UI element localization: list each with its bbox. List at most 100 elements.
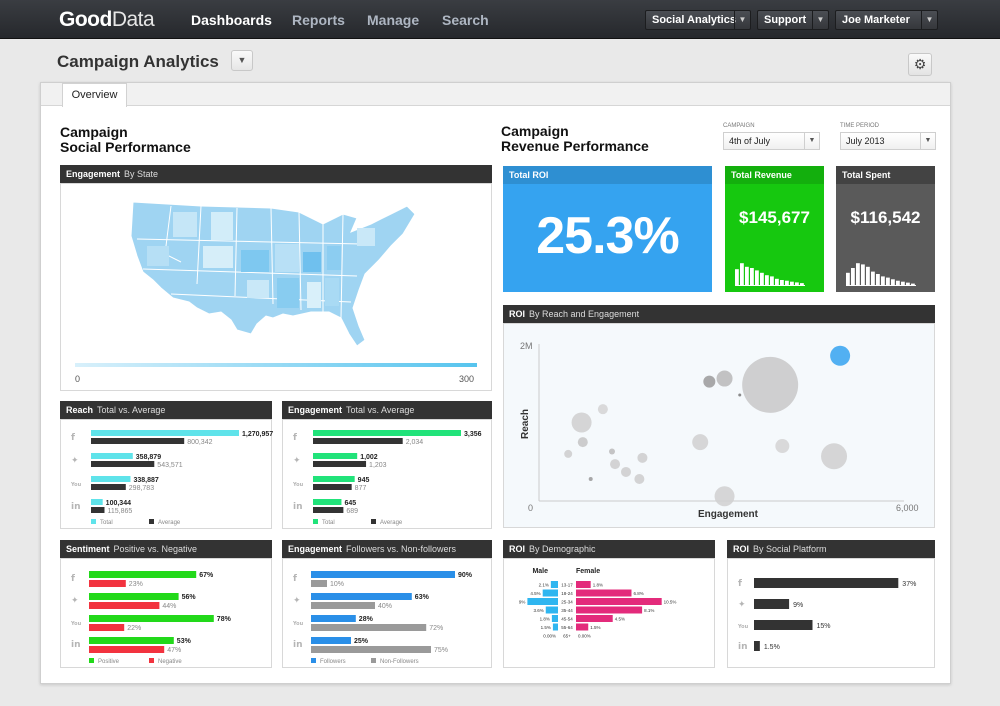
- demographic-male-value: 1.8%: [540, 617, 550, 622]
- twitter-icon: ✦: [71, 456, 79, 466]
- demographic-age-label: 13-17: [561, 583, 573, 588]
- scatter-point: [692, 434, 709, 451]
- campaign-filter[interactable]: 4th of July ▼: [723, 132, 820, 150]
- legend-label-average: Average: [380, 520, 403, 526]
- platform-bar-label: 9%: [793, 602, 803, 609]
- scatter-widget: 2M 0 6,000 Engagement Reach: [503, 323, 935, 528]
- scatter-y-tick: 2M: [520, 341, 533, 351]
- nav-reports[interactable]: Reports: [292, 12, 345, 28]
- scatter-x-tick-max: 6,000: [896, 503, 919, 513]
- bar-a: [89, 637, 174, 644]
- nav-search[interactable]: Search: [442, 12, 489, 28]
- kpi-roi-title: Total ROI: [503, 166, 712, 184]
- youtube-icon: You: [292, 621, 304, 627]
- support-menu[interactable]: Support ▼: [757, 10, 829, 30]
- sparkline-bar: [901, 281, 905, 286]
- user-menu[interactable]: Joe Marketer ▼: [835, 10, 938, 30]
- state-borders: [136, 205, 362, 319]
- demographic-female-value: 10.5%: [664, 600, 677, 605]
- kpi-total-spent[interactable]: Total Spent $116,542: [836, 166, 935, 292]
- bar-average: [91, 461, 155, 467]
- demographic-female-bar: [576, 623, 589, 631]
- scatter-point: [738, 393, 742, 397]
- facebook-icon: f: [293, 574, 297, 584]
- bar-total-label: 1,002: [360, 454, 378, 461]
- bar-average: [91, 484, 126, 490]
- facebook-icon: f: [738, 579, 742, 589]
- engagement-followers-header-subtitle: Followers vs. Non-followers: [346, 544, 457, 554]
- platform-widget: f 37% ✦ 9% You 15% in 1.5%: [727, 558, 935, 668]
- demographic-female-value: 6.8%: [633, 591, 643, 596]
- twitter-icon: ✦: [293, 596, 301, 606]
- demographic-female-bar: [576, 615, 613, 622]
- legend-swatch-a: [89, 658, 94, 663]
- chevron-down-icon: ▼: [804, 133, 819, 149]
- engagement-avg-header-title: Engagement: [288, 405, 343, 415]
- legend-swatch-average: [371, 519, 376, 524]
- demographic-chart: Male Female 2.1% 13-17 1.8% 4.5% 18-24 6.8% 9% 25…: [519, 568, 677, 639]
- platform-bar: [754, 578, 899, 588]
- bar-average-label: 2,034: [406, 439, 424, 446]
- kpi-total-revenue[interactable]: Total Revenue $145,677: [725, 166, 824, 292]
- platform-header-title: ROI: [733, 544, 750, 554]
- bar-average-label: 800,342: [187, 439, 212, 446]
- bar-average: [91, 438, 185, 444]
- project-menu-label: Social Analytics: [652, 14, 736, 26]
- demographic-female-bar: [576, 606, 643, 614]
- scatter-plot: 2M 0 6,000 Engagement Reach: [520, 341, 919, 520]
- bar-a: [89, 571, 197, 578]
- kpi-total-roi[interactable]: Total ROI 25.3%: [503, 166, 712, 292]
- nav-dashboards[interactable]: Dashboards: [191, 12, 272, 28]
- demographic-male-value: 4.5%: [530, 591, 540, 596]
- settings-button[interactable]: ⚙: [908, 53, 932, 76]
- demographic-male-value: 1.5%: [541, 625, 551, 630]
- bar-a-label: 25%: [354, 638, 369, 645]
- twitter-icon: ✦: [71, 596, 79, 606]
- platform-bar: [754, 620, 813, 630]
- demographic-male-bar: [545, 606, 558, 614]
- demographic-male-bar: [552, 623, 558, 631]
- demographic-age-label: 25-34: [561, 600, 573, 605]
- social-title-line2: Social Performance: [60, 139, 191, 155]
- sparkline-bar: [896, 280, 900, 286]
- period-filter[interactable]: July 2013 ▼: [840, 132, 936, 150]
- platform-bar: [754, 641, 760, 651]
- scatter-point: [742, 356, 799, 413]
- user-menu-label: Joe Marketer: [842, 14, 910, 26]
- sparkline-bar: [851, 268, 855, 286]
- scatter-point: [609, 448, 615, 455]
- sparkline-bar: [750, 268, 754, 286]
- nav-manage[interactable]: Manage: [367, 12, 420, 28]
- dashboard-menu-button[interactable]: ▼: [231, 50, 253, 71]
- reach-header-title: Reach: [66, 405, 94, 415]
- period-filter-value: July 2013: [846, 136, 885, 146]
- scatter-point: [571, 412, 592, 433]
- gear-icon: ⚙: [913, 56, 927, 72]
- sparkline-bar: [790, 281, 794, 286]
- bar-b: [89, 602, 160, 609]
- platform-chart: f 37% ✦ 9% You 15% in 1.5%: [737, 578, 916, 652]
- tab-overview[interactable]: Overview: [62, 83, 127, 107]
- project-menu[interactable]: Social Analytics ▼: [645, 10, 751, 30]
- legend-swatch-total: [91, 519, 96, 524]
- scatter-x-label: Engagement: [698, 509, 759, 520]
- demographic-female-value: 1.5%: [590, 625, 600, 630]
- sparkline-bar: [785, 280, 789, 286]
- kpi-revenue-value: $145,677: [739, 208, 810, 227]
- demographic-male-label: Male: [532, 568, 548, 575]
- scatter-point: [775, 439, 790, 454]
- campaign-filter-value: 4th of July: [729, 136, 771, 146]
- legend-swatch-average: [149, 519, 154, 524]
- demographic-age-label: 55-64: [561, 625, 573, 630]
- demographic-header: ROI By Demographic: [503, 540, 715, 558]
- reach-widget: f 1,270,957 800,342 ✦ 358,879 543,571 You 338,8…: [60, 419, 273, 529]
- legend-label-b: Negative: [158, 659, 182, 665]
- logo[interactable]: GoodData: [59, 8, 155, 32]
- scatter-point: [634, 474, 645, 485]
- bar-average-label: 543,571: [157, 462, 182, 469]
- kpi-roi-value: 25.3%: [536, 207, 679, 265]
- legend-label-total: Total: [100, 520, 113, 526]
- engagement-followers-chart: f 90% 10% ✦ 63% 40% You 28% 72% in 25% 75% Followers…: [292, 571, 473, 665]
- scatter-point: [714, 486, 735, 507]
- demographic-male-bar: [551, 615, 558, 622]
